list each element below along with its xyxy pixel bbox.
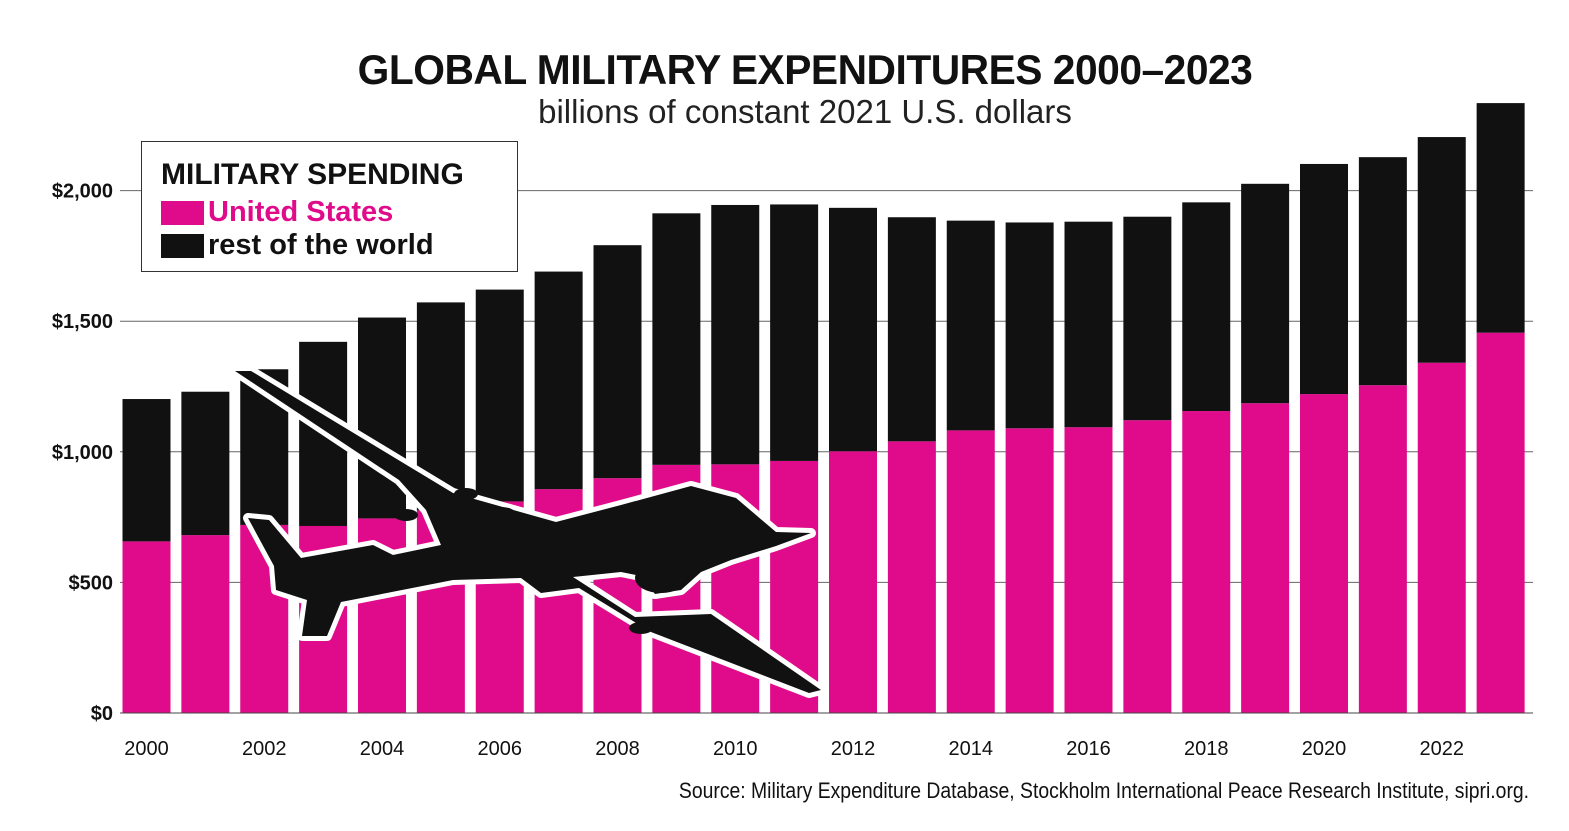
y-axis: $0 $500 $1,000 $1,500 $2,000	[52, 181, 1533, 725]
source-note: Source: Military Expenditure Database, S…	[678, 778, 1529, 803]
y-tick-label: $2,000	[52, 181, 113, 203]
x-tick-label: 2004	[360, 738, 405, 760]
x-tick-label: 2002	[242, 738, 287, 760]
x-tick-label: 2000	[124, 738, 169, 760]
bar-united-states-2022	[1417, 362, 1466, 713]
y-tick-label: $0	[91, 703, 113, 725]
x-tick-label: 2008	[595, 738, 640, 760]
bar-rest-of-world-2010	[711, 204, 760, 465]
x-tick-label: 2016	[1066, 738, 1111, 760]
bar-rest-of-world-2018	[1182, 202, 1231, 412]
chart-subtitle: billions of constant 2021 U.S. dollars	[538, 93, 1072, 130]
bar-rest-of-world-2013	[887, 217, 936, 442]
x-tick-label: 2014	[949, 738, 994, 760]
legend-title: MILITARY SPENDING	[161, 158, 464, 191]
legend-swatch-united-states	[161, 201, 204, 225]
x-tick-label: 2018	[1184, 738, 1229, 760]
bar-rest-of-world-2014	[946, 220, 995, 431]
bar-united-states-2014	[946, 430, 995, 713]
x-axis: 2000 2002 2004 2006 2008 2010 2012 2014 2016 2018…	[124, 738, 1464, 760]
bar-rest-of-world-2019	[1241, 183, 1290, 404]
bar-rest-of-world-2015	[1005, 222, 1054, 429]
bar-rest-of-world-2009	[652, 213, 701, 465]
bar-rest-of-world-2011	[770, 204, 819, 461]
y-tick-label: $1,500	[52, 311, 113, 333]
bar-rest-of-world-2008	[593, 245, 642, 479]
bar-rest-of-world-2000	[122, 399, 171, 542]
bar-united-states-2019	[1241, 403, 1290, 713]
bar-united-states-2016	[1064, 427, 1113, 713]
legend-label-united-states: United States	[208, 196, 394, 228]
bar-rest-of-world-2001	[181, 391, 230, 536]
bar-united-states-2012	[829, 451, 877, 713]
bar-rest-of-world-2017	[1123, 216, 1172, 421]
bar-rest-of-world-2023	[1476, 103, 1525, 333]
x-tick-label: 2022	[1420, 738, 1465, 760]
y-tick-label: $1,000	[52, 442, 113, 464]
bar-rest-of-world-2016	[1064, 221, 1113, 428]
bar-rest-of-world-2012	[829, 207, 877, 452]
bar-rest-of-world-2020	[1300, 163, 1348, 395]
bar-united-states-2020	[1300, 394, 1348, 713]
x-tick-label: 2010	[713, 738, 758, 760]
legend-label-rest-of-world: rest of the world	[208, 229, 434, 261]
chart-title: GLOBAL MILITARY EXPENDITURES 2000–2023	[357, 46, 1253, 93]
legend: MILITARY SPENDING United States rest of …	[141, 141, 518, 272]
drone-icon	[230, 366, 826, 698]
bar-rest-of-world-2004	[358, 317, 406, 519]
x-tick-label: 2020	[1302, 738, 1347, 760]
bar-stack	[122, 103, 1525, 713]
bar-united-states-2001	[181, 535, 230, 713]
bar-united-states-2015	[1005, 428, 1054, 713]
bar-united-states-2013	[887, 441, 936, 713]
bar-rest-of-world-2022	[1417, 137, 1466, 363]
bar-united-states-2000	[122, 541, 171, 713]
bar-rest-of-world-2021	[1358, 157, 1407, 386]
bar-united-states-2021	[1358, 385, 1407, 713]
x-tick-label: 2006	[478, 738, 523, 760]
bar-rest-of-world-2006	[475, 289, 524, 502]
bar-united-states-2018	[1182, 411, 1231, 713]
bar-united-states-2023	[1476, 332, 1525, 713]
legend-swatch-rest-of-world	[161, 234, 204, 258]
y-tick-label: $500	[69, 572, 114, 594]
bar-united-states-2017	[1123, 420, 1172, 713]
x-tick-label: 2012	[831, 738, 876, 760]
bar-rest-of-world-2007	[534, 271, 583, 490]
